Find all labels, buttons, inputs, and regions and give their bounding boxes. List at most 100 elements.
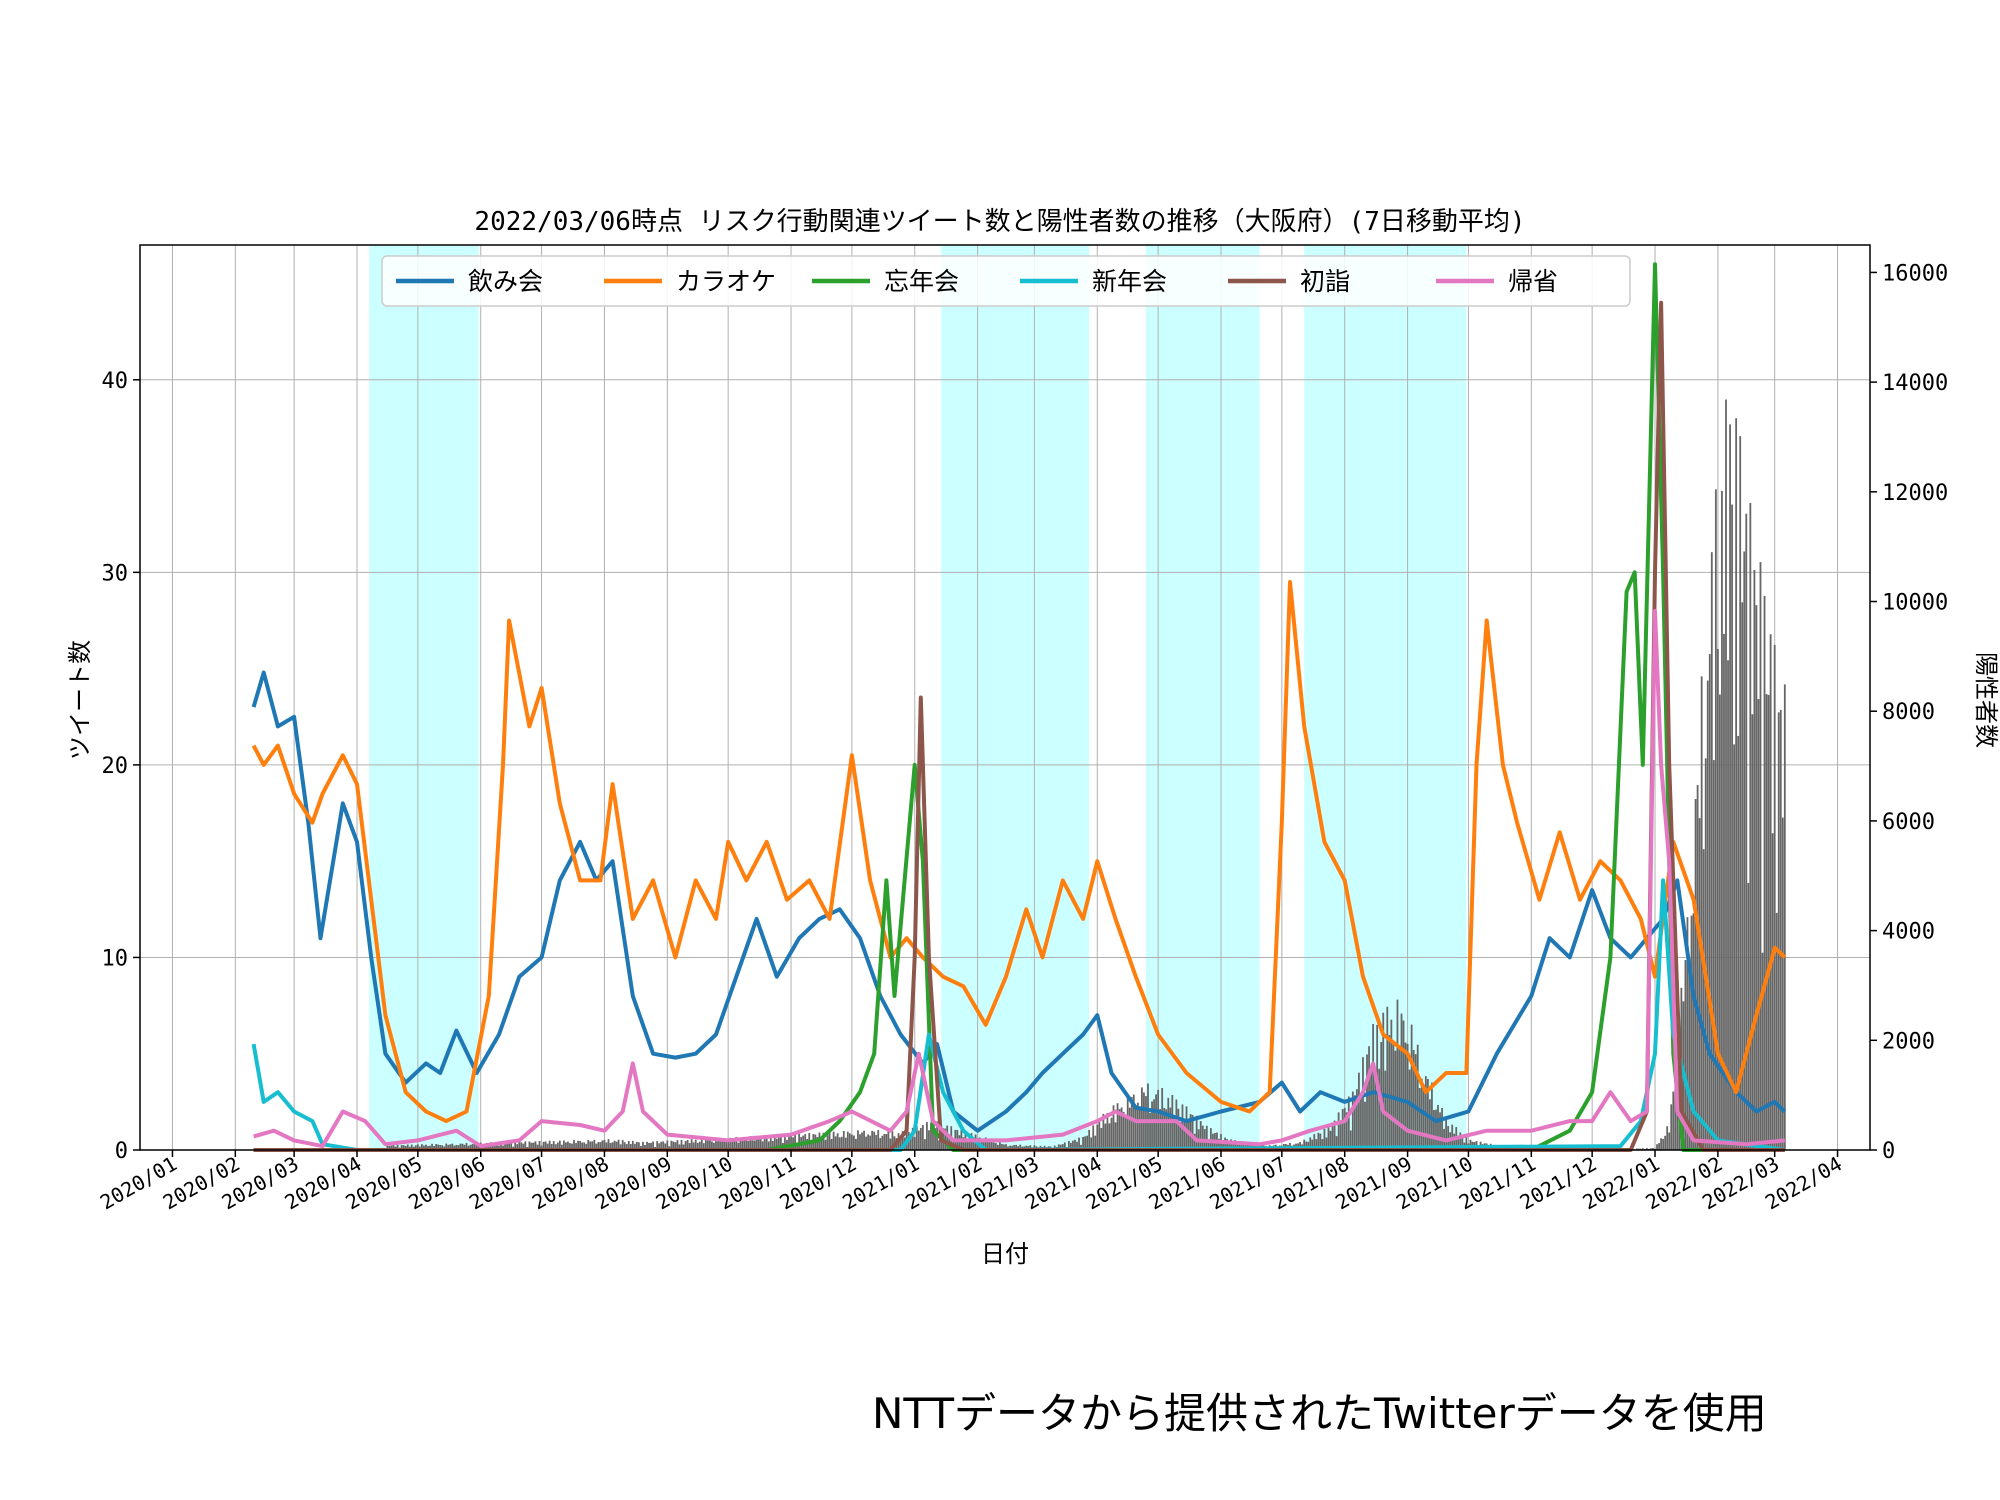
positive-bar-266: [923, 1139, 926, 1150]
positive-bar-283: [958, 1135, 961, 1150]
positive-bar-150: [688, 1143, 691, 1150]
positive-bar-28: [441, 1145, 444, 1150]
positive-bar-202: [794, 1134, 796, 1150]
positive-bar-366: [1126, 1094, 1129, 1150]
positive-bar-193: [775, 1138, 778, 1150]
positive-bar-508: [1414, 1054, 1417, 1150]
positive-bar-221: [832, 1131, 835, 1150]
positive-bar-1: [386, 1145, 389, 1150]
positive-bar-285: [962, 1137, 965, 1150]
positive-bar-629: [1660, 1138, 1663, 1150]
positive-bar-98: [583, 1142, 586, 1150]
positive-bar-40: [465, 1142, 468, 1150]
positive-bar-469: [1335, 1136, 1338, 1150]
positive-bar-113: [613, 1140, 616, 1150]
positive-bar-368: [1130, 1097, 1133, 1150]
positive-bar-631: [1664, 1135, 1667, 1150]
positive-bar-338: [1070, 1142, 1072, 1150]
positive-bar-185: [759, 1135, 762, 1150]
positive-bar-468: [1333, 1120, 1336, 1150]
positive-bar-149: [686, 1139, 689, 1150]
positive-bar-21: [427, 1145, 429, 1150]
positive-bar-668: [1739, 436, 1742, 1150]
positive-bar-461: [1319, 1133, 1322, 1150]
positive-bar-630: [1662, 1138, 1665, 1150]
positive-bar-533: [1465, 1137, 1468, 1150]
positive-bar-376: [1147, 1083, 1149, 1150]
positive-bar-173: [735, 1137, 738, 1150]
positive-bar-471: [1339, 1121, 1342, 1150]
y-tick-label-1: 10: [102, 946, 129, 971]
positive-bar-96: [579, 1140, 582, 1150]
positive-bar-350: [1094, 1135, 1097, 1150]
positive-bar-172: [733, 1139, 736, 1150]
positive-bar-195: [779, 1135, 782, 1150]
positive-bar-422: [1240, 1141, 1243, 1150]
positive-bar-267: [926, 1122, 928, 1150]
legend-box: [381, 255, 1631, 307]
positive-bar-406: [1207, 1142, 1210, 1150]
positive-bar-30: [445, 1143, 448, 1150]
positive-bar-141: [670, 1140, 673, 1150]
positive-bar-31: [447, 1144, 450, 1150]
positive-bar-507: [1412, 1049, 1415, 1150]
positive-bar-264: [919, 1127, 922, 1150]
positive-bar-171: [731, 1138, 734, 1150]
positive-bar-160: [709, 1140, 711, 1150]
positive-bar-92: [571, 1143, 573, 1150]
positive-bar-236: [863, 1130, 865, 1150]
positive-bar-496: [1390, 1019, 1393, 1150]
positive-bar-168: [725, 1140, 728, 1150]
positive-bar-8: [400, 1145, 403, 1150]
positive-bar-224: [838, 1137, 841, 1150]
positive-bar-45: [475, 1142, 478, 1150]
positive-bar-308: [1009, 1145, 1011, 1150]
positive-bar-384: [1163, 1107, 1166, 1150]
positive-bar-204: [798, 1133, 801, 1150]
positive-bar-81: [548, 1140, 551, 1150]
positive-bar-250: [891, 1131, 894, 1150]
positive-bar-635: [1672, 1091, 1675, 1150]
positive-bar-145: [678, 1144, 681, 1150]
positive-bar-628: [1658, 1143, 1660, 1150]
positive-bar-119: [625, 1144, 628, 1150]
positive-bar-503: [1404, 1042, 1407, 1150]
positive-bar-647: [1696, 785, 1699, 1150]
positive-bar-467: [1331, 1125, 1334, 1150]
positive-bar-174: [737, 1142, 740, 1150]
positive-bar-690: [1783, 684, 1786, 1150]
positive-bar-620: [1641, 1148, 1644, 1150]
positive-bar-97: [581, 1142, 584, 1150]
positive-bar-148: [684, 1140, 687, 1150]
positive-bar-143: [674, 1142, 677, 1150]
positive-bar-488: [1374, 1067, 1377, 1150]
positive-bar-55: [496, 1143, 498, 1150]
positive-bar-502: [1402, 1020, 1405, 1150]
shaded-period-1: [941, 245, 1090, 1150]
positive-bar-85: [556, 1142, 559, 1150]
positive-bar-239: [869, 1135, 872, 1150]
positive-bar-382: [1159, 1109, 1162, 1150]
positive-bar-244: [879, 1138, 882, 1150]
series-line-0: [251, 670, 1787, 1133]
positive-bar-245: [881, 1135, 884, 1150]
positive-bar-495: [1388, 1035, 1391, 1150]
positive-bar-379: [1153, 1099, 1155, 1150]
positive-bar-61: [508, 1142, 511, 1150]
positive-bar-370: [1134, 1106, 1137, 1150]
positive-bar-104: [595, 1143, 598, 1150]
positive-bar-655: [1712, 760, 1715, 1150]
positive-bar-669: [1741, 602, 1744, 1150]
positive-bar-357: [1108, 1123, 1111, 1150]
positive-bar-154: [696, 1142, 699, 1150]
positive-bar-108: [603, 1140, 606, 1150]
positive-bar-136: [660, 1141, 663, 1150]
positive-bar-33: [451, 1143, 454, 1150]
positive-bar-415: [1226, 1139, 1228, 1150]
positive-bar-226: [842, 1130, 845, 1150]
positive-bar-23: [431, 1143, 433, 1150]
positive-bar-84: [554, 1144, 557, 1150]
positive-bar-636: [1674, 1079, 1677, 1150]
positive-bar-130: [648, 1142, 650, 1150]
